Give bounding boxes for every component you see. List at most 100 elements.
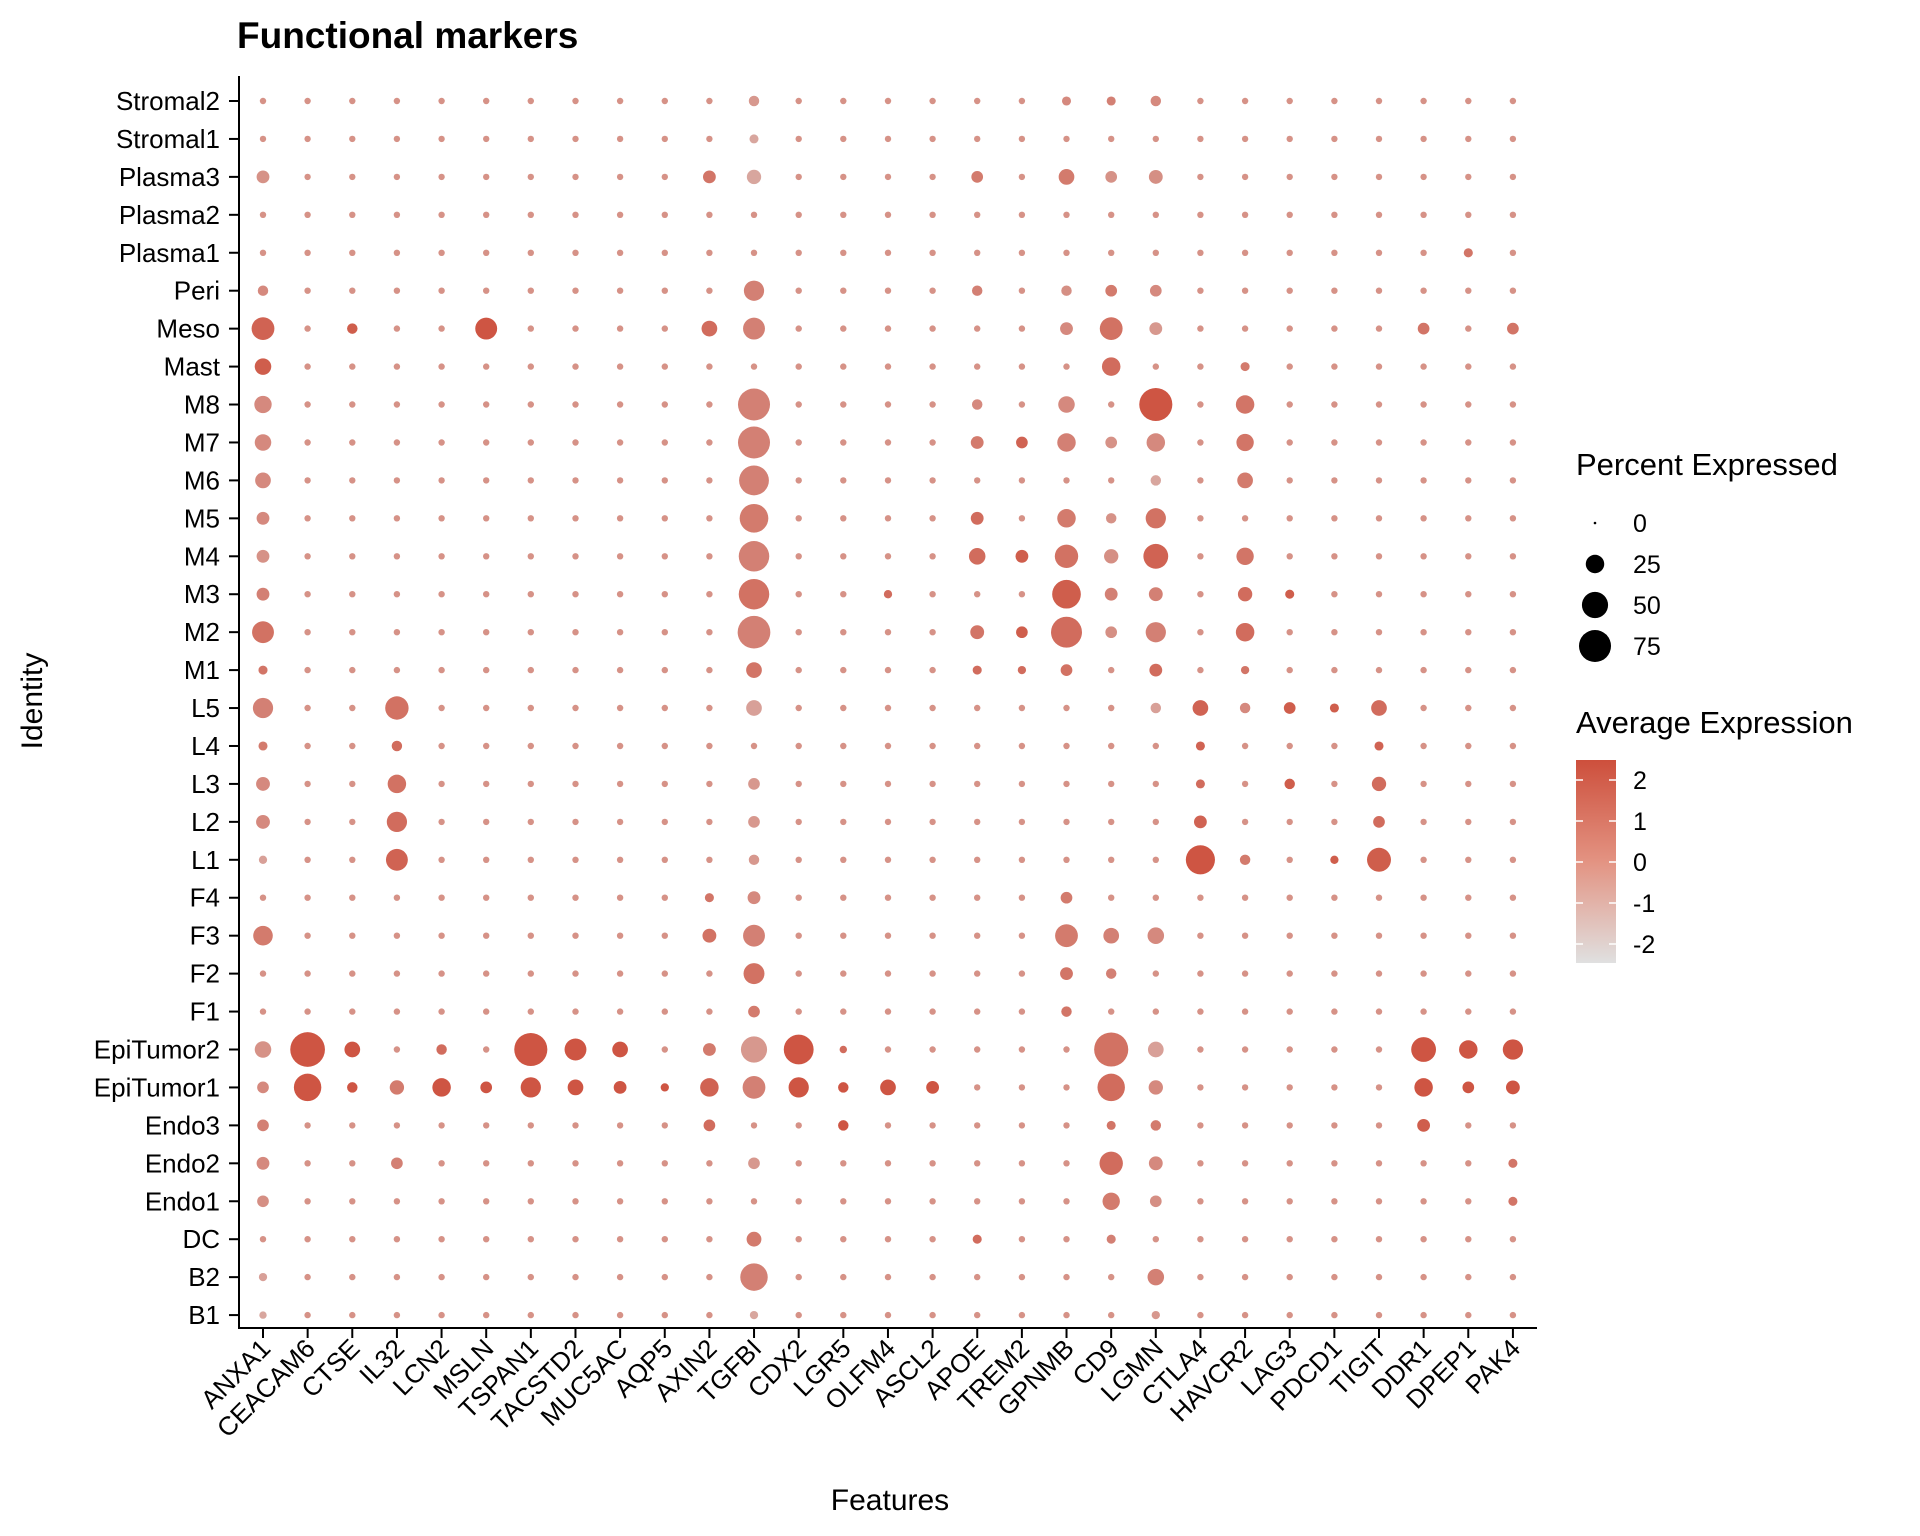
dot-f2-lgmn [1152, 970, 1160, 977]
dot-epitumor1-gpnmb [1063, 1084, 1070, 1091]
dot-m7-tgfbi [737, 426, 771, 459]
dot-meso-olfm4 [884, 325, 892, 332]
dot-f4-dpep1 [1465, 894, 1472, 901]
dot-l4-anxa1 [258, 741, 268, 751]
color-legend-label: -1 [1633, 890, 1655, 918]
dot-epitumor2-il32 [393, 1046, 401, 1053]
dot-f3-muc5ac [616, 932, 624, 939]
dot-l2-lgmn [1152, 818, 1160, 826]
dot-plasma3-anxa1 [256, 170, 270, 184]
dot-stromal1-anxa1 [259, 135, 267, 143]
dot-m4-aqp5 [661, 553, 668, 560]
dot-plasma2-tacstd2 [572, 211, 579, 218]
dot-m6-lcn2 [438, 477, 445, 484]
dot-dc-ctse [349, 1236, 356, 1243]
dot-dc-ascl2 [929, 1236, 936, 1243]
dot-dc-lgr5 [840, 1236, 847, 1243]
dot-peri-ascl2 [929, 287, 936, 294]
dot-b1-tspan1 [527, 1311, 534, 1319]
dot-epitumor1-cd9 [1097, 1073, 1125, 1102]
dot-l3-ctla4 [1195, 779, 1205, 789]
dot-l1-dpep1 [1465, 856, 1472, 863]
dot-m6-havcr2 [1237, 472, 1253, 489]
dot-endo2-tigit [1375, 1160, 1383, 1167]
dot-m2-apoe [970, 625, 985, 640]
dot-epitumor2-aqp5 [661, 1046, 668, 1053]
dot-b1-pdcd1 [1331, 1311, 1338, 1319]
dot-l5-olfm4 [884, 704, 892, 712]
dot-l1-cd9 [1108, 856, 1115, 863]
dot-m5-ctse [349, 515, 356, 522]
dot-m2-olfm4 [884, 629, 892, 636]
dot-l3-aqp5 [661, 780, 668, 788]
dot-m7-ctse [349, 439, 356, 446]
dot-meso-gpnmb [1060, 322, 1073, 336]
dot-l3-gpnmb [1063, 780, 1070, 788]
dot-m7-aqp5 [661, 439, 668, 446]
dot-m7-lag3 [1286, 439, 1293, 446]
dot-m4-lag3 [1286, 553, 1293, 560]
dot-m8-cd9 [1108, 401, 1115, 408]
dot-m6-ceacam6 [304, 477, 311, 484]
dot-endo2-axin2 [706, 1160, 713, 1167]
dot-l3-ctse [349, 780, 356, 788]
dot-l1-olfm4 [884, 856, 892, 863]
y-tick-label: Plasma3 [119, 162, 220, 192]
dot-m4-pak4 [1509, 553, 1517, 560]
dot-l2-ctse [349, 818, 356, 826]
dot-endo3-ctla4 [1197, 1122, 1204, 1129]
dot-m3-ctse [349, 591, 356, 598]
dot-endo2-ctla4 [1197, 1160, 1204, 1167]
dot-stromal2-gpnmb [1061, 96, 1072, 106]
dot-dc-aqp5 [661, 1236, 668, 1243]
dot-stromal1-gpnmb [1063, 135, 1070, 143]
dot-mast-lcn2 [438, 363, 445, 370]
color-legend-label: 2 [1633, 767, 1647, 795]
y-tick-label: M6 [184, 465, 220, 495]
dot-endo2-tspan1 [527, 1160, 534, 1167]
dot-meso-axin2 [701, 320, 718, 337]
dot-m6-anxa1 [255, 472, 271, 489]
dot-l1-ctla4 [1185, 845, 1215, 875]
dot-stromal2-tacstd2 [572, 97, 579, 105]
dot-endo1-ctla4 [1197, 1198, 1204, 1205]
dot-m4-cdx2 [795, 553, 802, 560]
dot-m1-cdx2 [795, 666, 802, 674]
dot-meso-ctla4 [1197, 325, 1204, 332]
dot-endo1-olfm4 [884, 1198, 892, 1205]
dot-l1-apoe [974, 856, 981, 863]
dot-m7-muc5ac [616, 439, 624, 446]
dot-dc-tigit [1375, 1236, 1383, 1243]
dot-endo1-anxa1 [257, 1195, 269, 1208]
dot-endo1-apoe [974, 1198, 981, 1205]
dot-stromal1-pdcd1 [1331, 135, 1338, 143]
dot-f3-ctse [349, 932, 356, 939]
dot-epitumor1-dpep1 [1462, 1081, 1475, 1094]
dot-f4-lag3 [1286, 894, 1293, 901]
dot-l4-tgfbi [750, 742, 758, 750]
dot-stromal1-cd9 [1108, 135, 1115, 143]
dot-b1-axin2 [706, 1311, 713, 1319]
dot-b2-gpnmb [1063, 1273, 1070, 1281]
dot-b1-ctla4 [1197, 1311, 1204, 1319]
dot-m5-anxa1 [256, 511, 270, 525]
dot-endo3-olfm4 [884, 1122, 892, 1129]
dot-b2-pdcd1 [1331, 1273, 1338, 1281]
dot-stromal2-dpep1 [1465, 97, 1472, 105]
dot-l2-tacstd2 [572, 818, 579, 826]
dot-f2-apoe [974, 970, 981, 977]
dot-meso-tacstd2 [572, 325, 579, 332]
dot-epitumor2-dpep1 [1459, 1040, 1478, 1059]
dot-dc-havcr2 [1241, 1236, 1249, 1243]
dot-peri-anxa1 [257, 285, 269, 296]
dot-m8-cdx2 [795, 401, 802, 408]
dot-f2-trem2 [1018, 970, 1026, 977]
dot-epitumor2-trem2 [1018, 1046, 1026, 1053]
dot-b2-tgfbi [740, 1263, 768, 1291]
dot-endo3-anxa1 [257, 1119, 269, 1132]
dot-plasma1-ascl2 [929, 249, 936, 256]
dot-l2-trem2 [1018, 818, 1026, 826]
dot-plasma2-ctse [349, 211, 356, 218]
dot-f3-ascl2 [929, 932, 936, 939]
dot-m6-lgmn [1150, 475, 1162, 486]
